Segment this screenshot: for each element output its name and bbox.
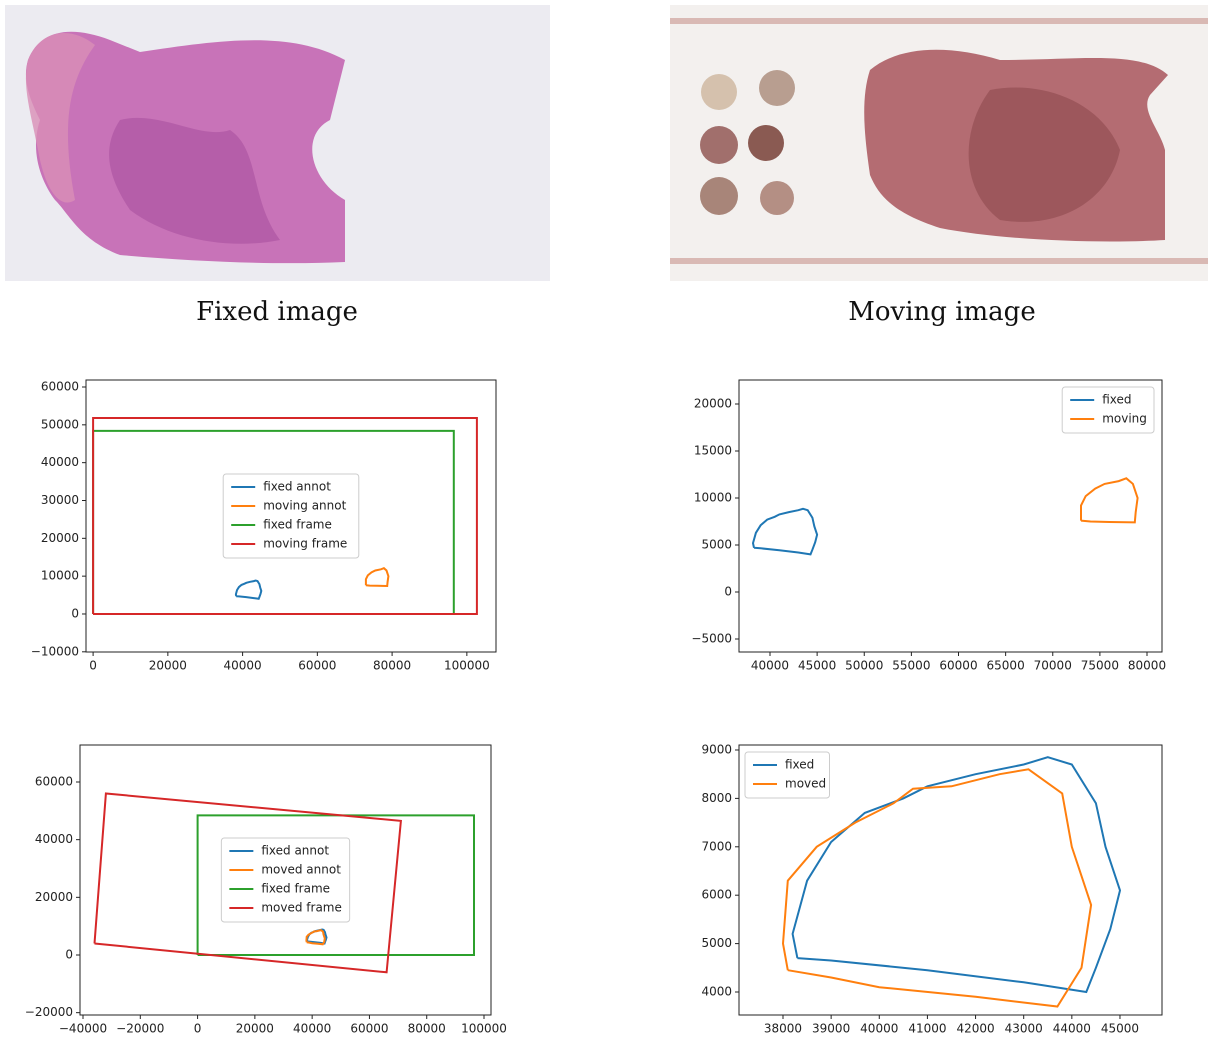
y-tick-label: 6000 [701,888,732,902]
x-tick-label: 40000 [293,1022,331,1036]
y-tick-label: 30000 [41,493,79,507]
y-tick-label: 40000 [41,455,79,469]
y-tick-label: 10000 [694,490,732,504]
image-caption: Fixed image [196,297,358,327]
line-series [366,568,389,586]
chart: −40000 −20000 0 20000 40000 60000 80000 100000 −… [25,745,507,1036]
x-tick-label: −20000 [116,1022,164,1036]
x-tick-label: 38000 [764,1022,802,1036]
figure: Fixed image Moving image 020000400006000… [0,0,1211,1038]
x-tick-label: 70000 [1034,659,1072,673]
core [701,74,737,110]
y-tick-label: 4000 [701,985,732,999]
legend-label: moved annot [261,863,341,877]
legend-label: fixed frame [261,882,330,896]
y-tick-label: −5000 [691,631,732,645]
x-tick-label: 55000 [892,659,930,673]
x-tick-label: −40000 [59,1022,107,1036]
legend-label: moved frame [261,901,342,915]
x-tick-label: 50000 [845,659,883,673]
y-tick-label: −20000 [25,1005,73,1019]
y-tick-label: 50000 [41,417,79,431]
legend-label: fixed annot [263,480,331,494]
x-tick-label: 65000 [987,659,1025,673]
legend-label: moving annot [263,499,346,513]
x-tick-label: 60000 [350,1022,388,1036]
x-tick-label: 100000 [444,659,490,673]
x-tick-label: 0 [194,1022,202,1036]
x-tick-label: 20000 [149,659,187,673]
y-tick-label: 0 [65,947,73,961]
x-tick-label: 42000 [956,1022,994,1036]
y-tick-label: 60000 [35,774,73,788]
legend: fixed annot moved annot fixed frame moved f… [221,838,349,922]
x-tick-label: 60000 [939,659,977,673]
y-tick-label: 7000 [701,839,732,853]
legend-label: moving [1102,412,1147,426]
moving-image: Moving image [670,5,1208,327]
line-series [236,581,261,599]
legend: fixed moving [1062,387,1154,433]
core [760,181,794,215]
legend-label: fixed annot [261,844,329,858]
y-tick-label: 20000 [41,531,79,545]
chart: 38000 39000 40000 41000 42000 43000 44000 45000… [701,742,1162,1035]
legend: fixed moved [745,752,830,798]
core [748,125,784,161]
y-tick-label: 5000 [701,936,732,950]
core [700,177,738,215]
fixed-image: Fixed image [5,5,550,327]
x-tick-label: 41000 [908,1022,946,1036]
x-tick-label: 40000 [751,659,789,673]
core [700,126,738,164]
line-series [1081,478,1138,522]
x-tick-label: 40000 [860,1022,898,1036]
slide-edge [670,18,1208,24]
x-tick-label: 20000 [236,1022,274,1036]
page: {"images": [{"caption": "Fixed image"}, … [0,0,1211,1038]
legend-label: fixed [785,758,814,772]
x-tick-label: 40000 [224,659,262,673]
legend: fixed annot moving annot fixed frame moving… [223,474,359,558]
slide-edge [670,258,1208,264]
x-tick-label: 60000 [298,659,336,673]
y-tick-label: 0 [71,606,79,620]
x-tick-label: 75000 [1081,659,1119,673]
image-caption: Moving image [848,297,1035,327]
y-tick-label: 20000 [694,396,732,410]
line-series [793,757,1120,992]
y-tick-label: 20000 [35,890,73,904]
legend-label: moved [785,777,826,791]
legend-label: fixed [1102,393,1131,407]
y-tick-label: 8000 [701,791,732,805]
y-tick-label: 9000 [701,742,732,756]
x-tick-label: 0 [89,659,97,673]
x-tick-label: 80000 [373,659,411,673]
x-tick-label: 45000 [1101,1022,1139,1036]
x-tick-label: 80000 [1128,659,1166,673]
legend-label: fixed frame [263,518,332,532]
chart: 0 20000 40000 60000 80000 100000 −10000 0 10000 2… [31,379,496,672]
x-tick-label: 39000 [812,1022,850,1036]
y-tick-label: 5000 [701,537,732,551]
y-tick-label: −10000 [31,644,79,658]
x-tick-label: 80000 [408,1022,446,1036]
x-tick-label: 100000 [461,1022,507,1036]
x-tick-label: 43000 [1005,1022,1043,1036]
legend-label: moving frame [263,537,347,551]
y-tick-label: 60000 [41,379,79,393]
core [759,70,795,106]
y-tick-label: 10000 [41,569,79,583]
y-tick-label: 15000 [694,443,732,457]
y-tick-label: 40000 [35,832,73,846]
x-tick-label: 45000 [798,659,836,673]
x-tick-label: 44000 [1053,1022,1091,1036]
y-tick-label: 0 [724,584,732,598]
line-series [753,509,817,555]
